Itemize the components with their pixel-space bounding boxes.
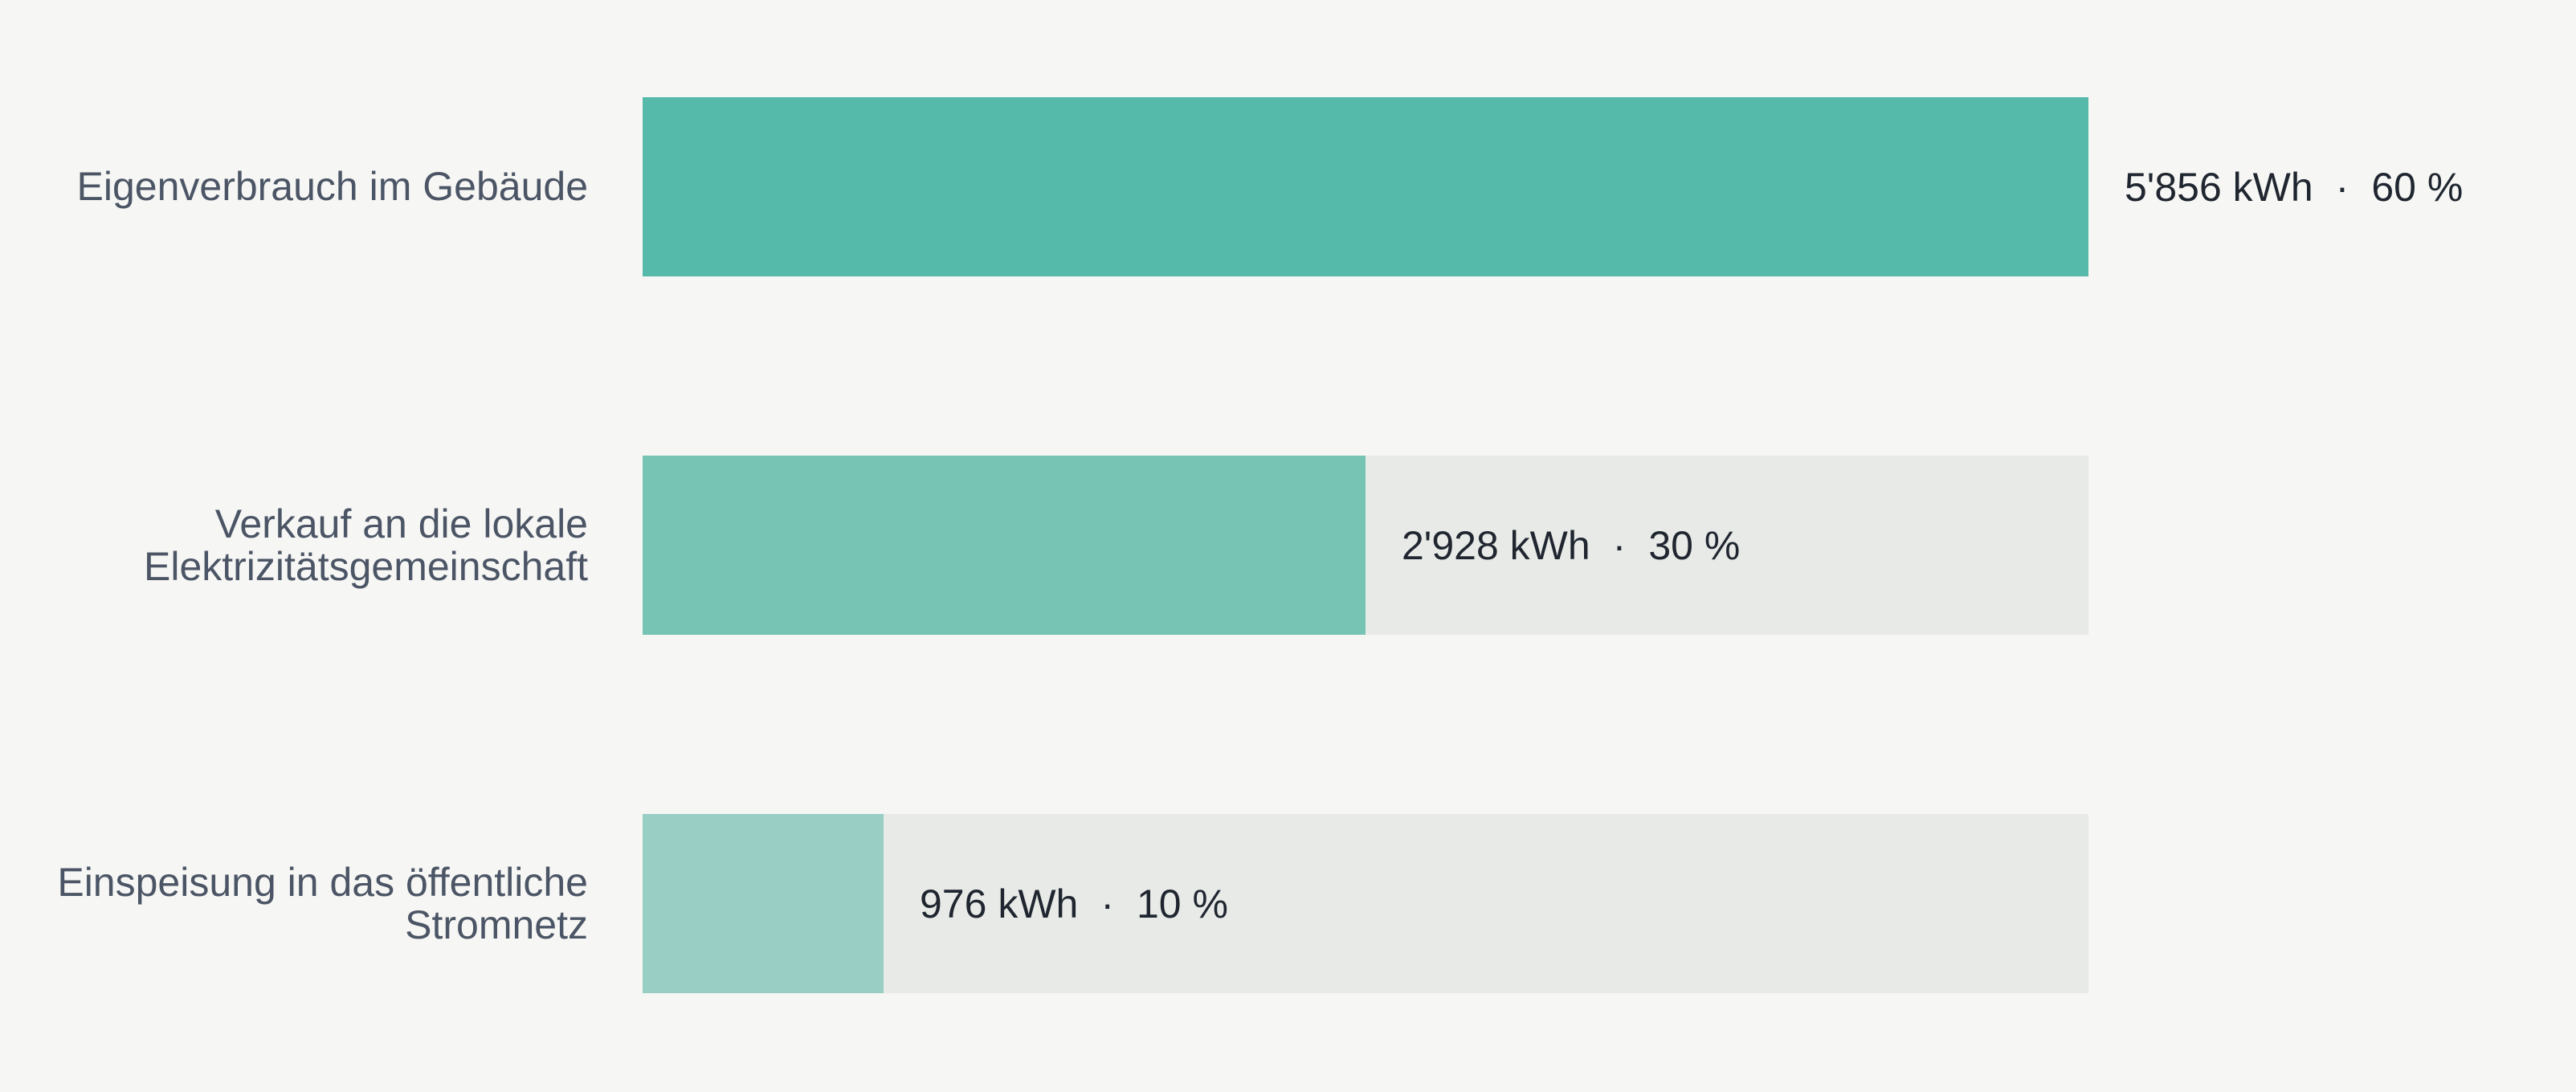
value-label: 976 kWh · 10 %	[920, 814, 1228, 993]
bar	[643, 456, 1366, 635]
category-label: Verkauf an die lokale Elektrizitätsgemei…	[143, 501, 588, 589]
value-text: 2'928 kWh	[1402, 522, 1590, 568]
value-label: 5'856 kWh · 60 %	[2125, 97, 2463, 276]
bar-track	[643, 814, 2088, 993]
separator: ·	[1100, 881, 1114, 926]
value-text: 5'856 kWh	[2125, 164, 2313, 210]
value-label: 2'928 kWh · 30 %	[1402, 456, 1740, 635]
value-text: 976 kWh	[920, 881, 1079, 926]
share-text: 60 %	[2371, 164, 2464, 210]
bar	[643, 814, 884, 993]
separator: ·	[1612, 522, 1627, 568]
category-label: Einspeisung in das öffentliche Stromnetz	[57, 859, 588, 947]
separator: ·	[2335, 164, 2349, 210]
bar	[643, 97, 2088, 276]
share-text: 30 %	[1648, 522, 1741, 568]
share-text: 10 %	[1136, 881, 1228, 926]
category-label: Eigenverbrauch im Gebäude	[76, 164, 589, 209]
